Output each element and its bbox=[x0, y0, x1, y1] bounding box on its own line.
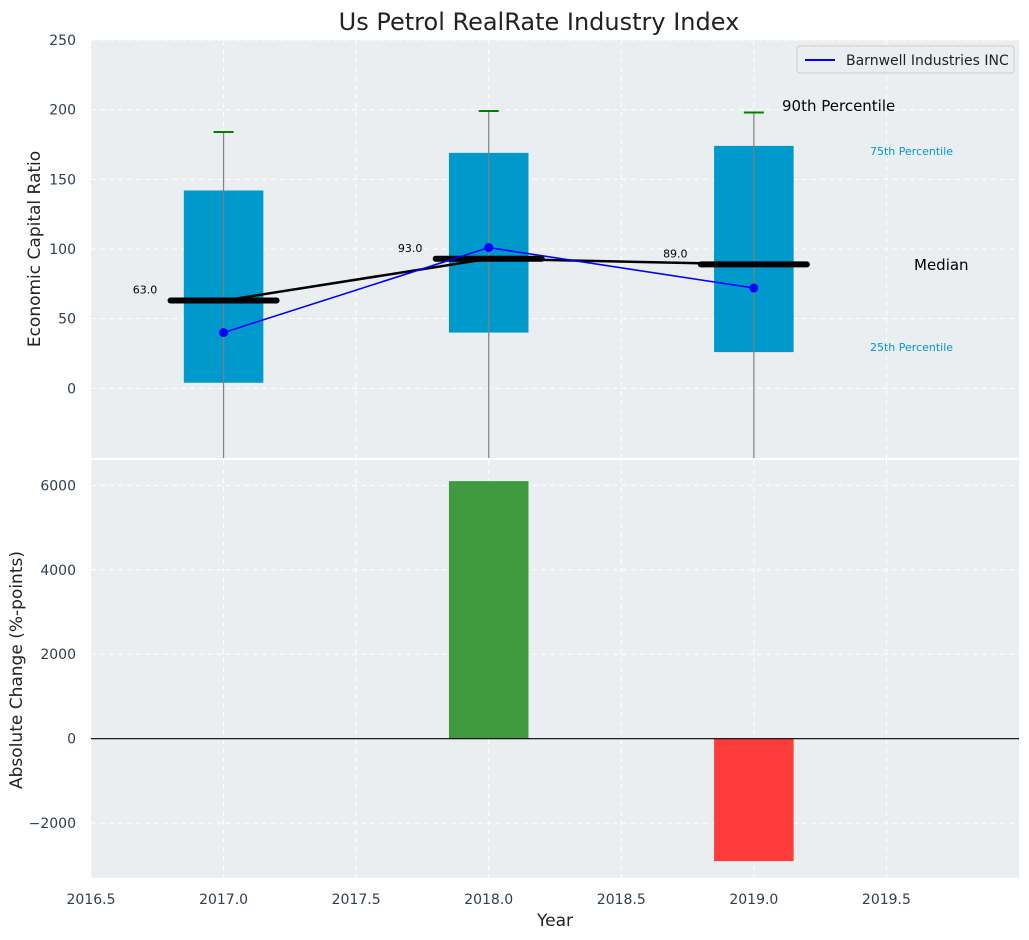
bottom-y-tick-label: 0 bbox=[67, 732, 76, 748]
x-axis-label: Year bbox=[536, 911, 573, 931]
annotation-25th-percentile: 25th Percentile bbox=[870, 341, 953, 354]
change-bar bbox=[714, 738, 794, 862]
top-y-tick-label: 200 bbox=[49, 103, 76, 119]
change-bar bbox=[448, 481, 529, 739]
x-tick-label: 2017.0 bbox=[199, 892, 248, 908]
annotation-75th-percentile: 75th Percentile bbox=[870, 145, 953, 158]
x-ticks: 2016.5 2017.0 2017.5 2018.0 2018.5 2019.0 2019… bbox=[67, 892, 911, 908]
chart-title: Us Petrol RealRate Industry Index bbox=[339, 8, 740, 36]
x-tick-label: 2018.5 bbox=[597, 892, 646, 908]
median-value-label: 63.0 bbox=[133, 284, 158, 297]
x-tick-label: 2017.5 bbox=[332, 892, 381, 908]
median-value-label: 89.0 bbox=[663, 247, 688, 260]
top-y-tick-label: 50 bbox=[58, 312, 76, 328]
company-point bbox=[749, 283, 759, 293]
x-tick-label: 2016.5 bbox=[67, 892, 116, 908]
bottom-y-tick-label: 6000 bbox=[40, 478, 76, 494]
x-tick-label: 2018.0 bbox=[464, 892, 513, 908]
top-y-tick-label: 150 bbox=[49, 172, 76, 188]
legend: Barnwell Industries INC bbox=[796, 45, 1015, 74]
legend-label: Barnwell Industries INC bbox=[846, 53, 1009, 69]
bottom-y-tick-label: −2000 bbox=[29, 816, 76, 832]
bottom-panel-bg bbox=[91, 460, 1019, 878]
legend-box bbox=[796, 45, 1015, 74]
bottom-y-tick-label: 2000 bbox=[40, 647, 76, 663]
bottom-marks bbox=[91, 481, 1019, 862]
company-point bbox=[219, 328, 229, 338]
top-y-tick-label: 100 bbox=[49, 242, 76, 258]
bottom-y-axis-label: Absolute Change (%-points) bbox=[7, 551, 27, 789]
bottom-y-tick-label: 4000 bbox=[40, 563, 76, 579]
annotation-90th-percentile: 90th Percentile bbox=[782, 97, 895, 115]
x-tick-label: 2019.5 bbox=[862, 892, 911, 908]
company-point bbox=[484, 243, 494, 253]
top-marks: 63.0 93.0 89.0 bbox=[133, 110, 810, 458]
top-y-tick-label: 0 bbox=[67, 381, 76, 397]
top-y-tick-label: 250 bbox=[49, 33, 76, 49]
x-tick-label: 2019.0 bbox=[729, 892, 778, 908]
top-y-ticks: 0 50 100 150 200 250 bbox=[49, 33, 76, 397]
bottom-y-ticks: −2000 0 2000 4000 6000 bbox=[29, 478, 76, 832]
top-y-axis-label: Economic Capital Ratio bbox=[25, 151, 45, 347]
annotation-median: Median bbox=[914, 256, 969, 274]
median-value-label: 93.0 bbox=[398, 242, 423, 255]
